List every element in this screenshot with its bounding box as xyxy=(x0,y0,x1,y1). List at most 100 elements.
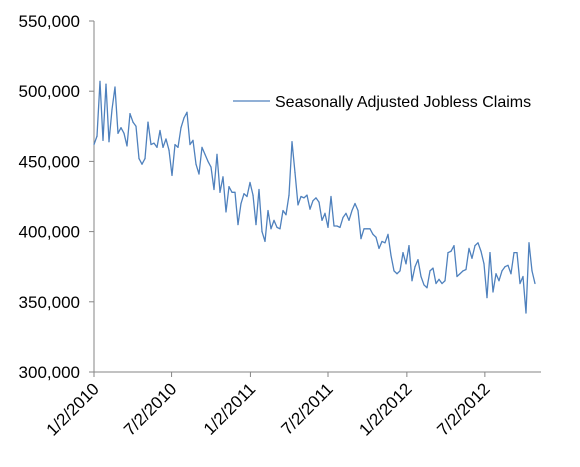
data-point xyxy=(189,143,191,146)
data-point xyxy=(483,263,485,265)
data-point xyxy=(312,200,314,202)
data-point xyxy=(441,282,443,285)
data-point xyxy=(207,160,209,162)
x-tick-group: 1/2/2010 7/2/2010 1/2/2011 7/2/2011 1/2/2012… xyxy=(43,372,494,440)
data-point xyxy=(201,146,203,148)
data-point xyxy=(399,270,401,272)
data-point xyxy=(528,242,530,244)
data-point xyxy=(411,280,413,282)
data-point xyxy=(162,146,164,148)
data-point xyxy=(408,245,410,247)
series-line xyxy=(93,80,536,314)
data-point xyxy=(384,242,386,244)
data-point xyxy=(465,268,467,271)
data-point xyxy=(249,181,251,184)
data-point xyxy=(435,282,437,285)
y-tick-label: 450,000 xyxy=(19,152,80,171)
data-point xyxy=(108,141,110,143)
data-point xyxy=(246,195,248,198)
data-point xyxy=(135,125,137,127)
data-point xyxy=(216,153,218,155)
data-point xyxy=(105,83,107,85)
data-point xyxy=(171,174,173,177)
data-point xyxy=(471,257,473,259)
data-point xyxy=(432,267,434,269)
y-tick-label: 500,000 xyxy=(19,82,80,101)
data-point xyxy=(243,193,245,195)
data-point xyxy=(495,273,497,275)
data-point xyxy=(369,228,371,230)
y-tick-group: 300,000 350,000 400,000 450,000 500,000 550,0… xyxy=(19,12,94,382)
data-point xyxy=(336,225,338,227)
data-point xyxy=(144,157,146,160)
data-point xyxy=(297,204,299,206)
data-point xyxy=(393,270,395,272)
data-point xyxy=(489,252,491,254)
data-point xyxy=(159,129,161,132)
data-point xyxy=(279,228,281,230)
data-point xyxy=(351,209,353,212)
data-point xyxy=(195,163,197,165)
data-point xyxy=(381,240,383,243)
data-point xyxy=(468,247,470,250)
data-point xyxy=(267,209,269,212)
data-point xyxy=(519,282,521,285)
data-point xyxy=(459,273,461,275)
series-group xyxy=(93,80,536,314)
data-point xyxy=(324,212,326,214)
data-point xyxy=(444,280,446,282)
data-point xyxy=(153,142,155,144)
data-point xyxy=(156,146,158,148)
data-point xyxy=(234,191,236,193)
data-point xyxy=(486,296,488,299)
data-point xyxy=(363,228,365,230)
data-point xyxy=(405,263,407,265)
data-point xyxy=(522,275,524,278)
x-tick-label: 7/2/2012 xyxy=(433,379,493,439)
data-point xyxy=(306,194,308,196)
data-point xyxy=(420,275,422,278)
data-point xyxy=(210,166,212,168)
data-point xyxy=(366,228,368,230)
data-point xyxy=(204,153,206,155)
data-point xyxy=(180,127,182,129)
data-point xyxy=(510,273,512,275)
data-point xyxy=(507,264,509,266)
data-point xyxy=(348,219,350,221)
data-point xyxy=(117,132,119,134)
data-point xyxy=(492,291,494,293)
data-point xyxy=(225,211,227,213)
x-tick-label: 7/2/2011 xyxy=(277,379,336,438)
x-tick-label: 1/2/2010 xyxy=(43,379,103,439)
data-point xyxy=(150,143,152,146)
data-point xyxy=(309,208,311,210)
data-point xyxy=(516,252,518,254)
data-point xyxy=(504,266,506,268)
x-tick-label: 1/2/2011 xyxy=(200,379,259,438)
data-point xyxy=(129,113,131,115)
data-point xyxy=(288,194,290,196)
data-point xyxy=(333,225,335,227)
data-point xyxy=(294,172,296,174)
data-point xyxy=(96,135,98,137)
data-point xyxy=(276,226,278,228)
legend-label: Seasonally Adjusted Jobless Claims xyxy=(275,94,531,111)
data-point xyxy=(378,247,380,250)
data-point xyxy=(132,121,134,123)
data-point xyxy=(498,280,500,282)
data-point xyxy=(480,250,482,252)
data-point xyxy=(327,226,329,228)
data-point xyxy=(237,223,239,226)
data-point xyxy=(453,245,455,247)
data-point xyxy=(111,108,113,111)
data-point xyxy=(357,209,359,212)
data-point xyxy=(402,252,404,254)
data-point xyxy=(183,117,185,119)
data-point xyxy=(315,197,317,199)
data-point xyxy=(450,250,452,252)
data-point xyxy=(93,143,95,146)
data-point xyxy=(423,284,425,286)
data-point xyxy=(303,197,305,199)
data-point xyxy=(99,80,101,82)
